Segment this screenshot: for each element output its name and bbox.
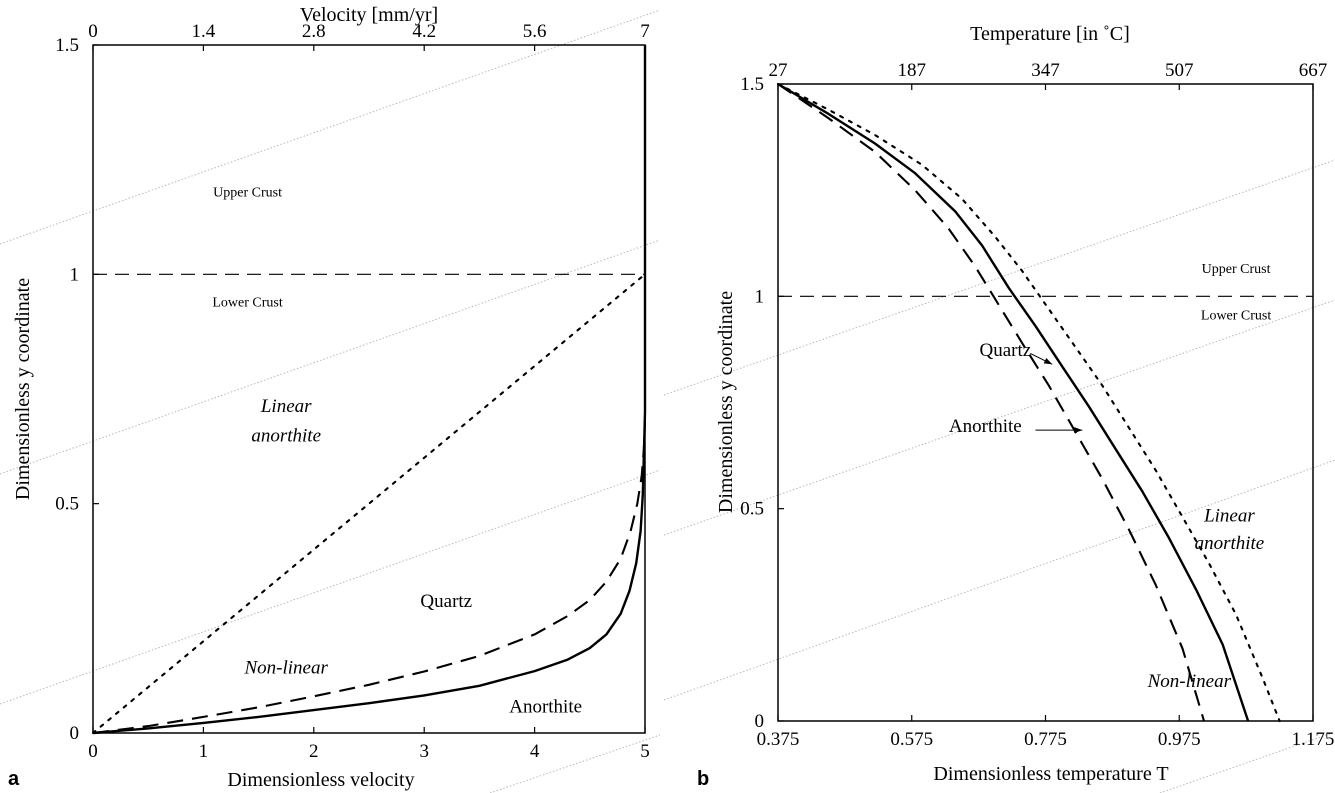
y-tick-label: 0: [755, 711, 765, 732]
panel-b: 0.375 0.575 0.775 0.975 1.175 27 187 347 507 667 0…: [697, 23, 1334, 790]
region-label: Upper Crust: [213, 185, 282, 200]
y-tick-label: 0.5: [740, 499, 764, 520]
arrow-head: [1074, 427, 1083, 434]
series-line-dashed-a: [92, 421, 647, 735]
top-axis-label-b: Temperature [in ˚C]: [970, 23, 1130, 45]
series-line-dotted-a: [91, 273, 647, 735]
labels-b: Upper Crust Lower Crust Quartz Anorthite Lin…: [949, 262, 1271, 692]
x-axis-label-a: Dimensionless velocity: [227, 769, 414, 791]
curve-annotation: Quartz: [420, 591, 472, 612]
x-tick-label: 5: [640, 741, 650, 762]
x-tick-label: 2: [309, 741, 319, 762]
x-axis-label-b: Dimensionless temperature T: [933, 763, 1168, 785]
y-tick-label: 1.5: [55, 35, 79, 56]
curves-b: [776, 82, 1281, 723]
arrows-b: [1030, 353, 1083, 434]
panel-a: 0 1 2 3 4 5 0 1.4 2.8 4.2 5.6 7 0 0.5 1 1.5 Upper Crust…: [8, 4, 650, 791]
ticks-a: 0 1 2 3 4 5 0 1.4 2.8 4.2 5.6 7 0 0.5 1 1.5: [55, 21, 650, 762]
top-tick-label: 2.8: [302, 21, 326, 42]
top-tick-label: 1.4: [192, 21, 216, 42]
top-tick-label: 4.2: [412, 21, 436, 42]
series-line-dotted-b: [776, 82, 1281, 723]
curve-annotation: anorthite: [1195, 533, 1265, 554]
y-axis-label-a: Dimensionless y coordinate: [12, 278, 34, 500]
curve-annotation: Non-linear: [1147, 671, 1232, 692]
top-tick-label: 667: [1299, 60, 1328, 81]
x-tick-label: 0.575: [890, 729, 933, 750]
top-tick-label: 5.6: [523, 21, 547, 42]
top-tick-label: 27: [769, 60, 788, 81]
curve-annotation: Linear: [260, 396, 312, 417]
curve-annotation: Linear: [1203, 505, 1255, 526]
x-tick-label: 3: [419, 741, 429, 762]
series-line-dashed-b: [777, 83, 1206, 722]
labels-a: Upper Crust Lower Crust Linear anorthite Qua…: [212, 185, 582, 717]
top-tick-label: 187: [898, 60, 927, 81]
curve-annotation: Quartz: [980, 340, 1032, 361]
y-tick-label: 1: [70, 264, 80, 285]
curves-a: [91, 45, 647, 735]
x-tick-label: 0: [88, 741, 98, 762]
region-label: Upper Crust: [1202, 262, 1271, 277]
y-tick-label: 0.5: [55, 494, 79, 515]
x-tick-label: 0.975: [1158, 729, 1201, 750]
top-tick-label: 507: [1165, 60, 1194, 81]
plot-frame-b: [777, 83, 1314, 722]
x-tick-label: 1: [199, 741, 209, 762]
arrow-head: [1043, 358, 1053, 365]
background-streaks: [0, 9, 1335, 793]
panel-label-a: a: [8, 768, 20, 790]
y-tick-label: 1: [755, 286, 765, 307]
x-tick-label: 1.175: [1292, 729, 1335, 750]
top-axis-label-a: Velocity [mm/yr]: [300, 4, 438, 26]
y-tick-label: 0: [70, 723, 80, 744]
x-tick-label: 0.375: [757, 729, 800, 750]
ticks-b: 0.375 0.575 0.775 0.975 1.175 27 187 347 507 667 0…: [740, 60, 1334, 750]
region-label: Lower Crust: [212, 295, 282, 310]
curve-annotation: anorthite: [251, 425, 321, 446]
series-line-solid-a: [92, 45, 647, 735]
curve-annotation: Anorthite: [509, 696, 582, 717]
y-axis-label-b: Dimensionless y coordinate: [715, 291, 737, 513]
plot-frame-a: [92, 44, 646, 734]
series-line-solid-b: [777, 82, 1250, 722]
x-tick-label: 4: [530, 741, 540, 762]
top-tick-label: 347: [1031, 60, 1060, 81]
region-label: Lower Crust: [1201, 309, 1271, 324]
y-tick-label: 1.5: [740, 74, 764, 95]
curve-annotation: Anorthite: [949, 416, 1022, 437]
top-tick-label: 0: [88, 21, 98, 42]
panel-label-b: b: [697, 768, 709, 790]
top-tick-label: 7: [640, 21, 650, 42]
x-tick-label: 0.775: [1024, 729, 1067, 750]
curve-annotation: Non-linear: [244, 657, 329, 678]
